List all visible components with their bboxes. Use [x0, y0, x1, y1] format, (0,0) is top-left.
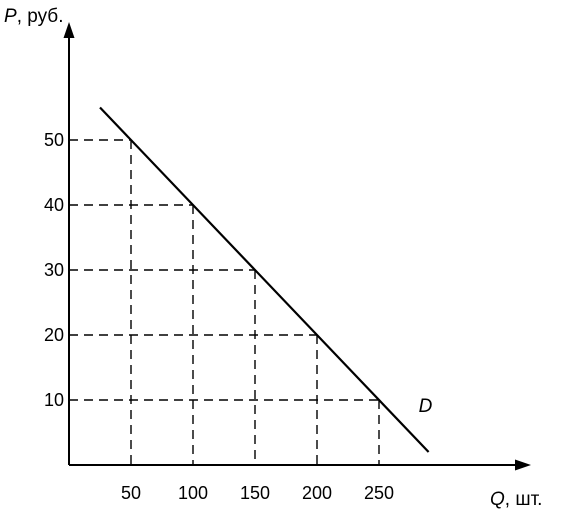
y-axis-arrow: [63, 22, 75, 38]
y-axis-variable: P: [4, 6, 17, 27]
tick-labels: 50 100 150 200 250 10 20 30 40 50: [44, 130, 394, 503]
demand-line: [99, 106, 430, 453]
y-axis-label: P, руб.: [4, 6, 63, 27]
y-axis-unit: , руб.: [17, 6, 64, 27]
x-axis-arrow: [515, 459, 531, 471]
x-axis-unit: , шт.: [505, 489, 543, 510]
y-tick-label-3: 40: [44, 195, 64, 215]
y-tick-label-0: 10: [44, 390, 64, 410]
y-tick-label-4: 50: [44, 130, 64, 150]
dashed-guides: [69, 139, 380, 465]
x-axis-variable: Q: [490, 489, 505, 510]
x-tick-label-1: 100: [178, 483, 208, 503]
x-tick-label-2: 150: [240, 483, 270, 503]
axes: [63, 22, 531, 471]
y-tick-label-2: 30: [44, 260, 64, 280]
series: D: [99, 106, 433, 453]
x-axis-label: Q, шт.: [490, 489, 542, 510]
series-label-d: D: [419, 396, 433, 417]
x-tick-label-0: 50: [121, 483, 141, 503]
x-tick-label-4: 250: [364, 483, 394, 503]
x-tick-label-3: 200: [302, 483, 332, 503]
y-tick-label-1: 20: [44, 325, 64, 345]
